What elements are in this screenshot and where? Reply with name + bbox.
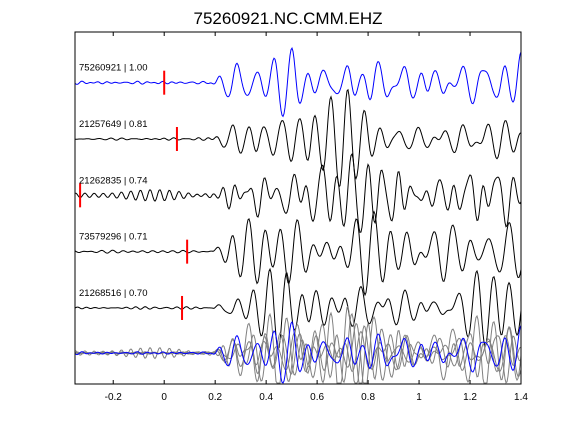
x-tick-label: 1 xyxy=(416,392,422,403)
x-tick-label: 0.2 xyxy=(208,392,222,403)
waveform-trace xyxy=(74,267,522,351)
overlay-trace xyxy=(74,320,522,384)
overlay-trace xyxy=(74,315,522,384)
waveform-trace xyxy=(75,88,522,188)
waveform-trace xyxy=(75,152,522,233)
trace-label: 21262835 | 0.74 xyxy=(79,175,148,186)
trace-label: 21268516 | 0.70 xyxy=(79,288,148,299)
x-tick-label: 1.2 xyxy=(463,392,477,403)
x-tick-label: 0 xyxy=(161,392,167,403)
x-tick-label: -0.2 xyxy=(105,392,123,403)
waveform-trace xyxy=(74,47,522,118)
trace-label: 75260921 | 1.00 xyxy=(79,63,148,74)
x-tick-label: 1.4 xyxy=(514,392,528,403)
x-tick-label: 0.8 xyxy=(361,392,375,403)
trace-label: 73579296 | 0.71 xyxy=(79,232,148,243)
waveform-trace xyxy=(74,210,522,297)
x-tick-label: 0.4 xyxy=(259,392,273,403)
picks-layer xyxy=(79,70,189,320)
trace-label: 21257649 | 0.81 xyxy=(79,119,148,130)
plot-frame xyxy=(74,31,522,385)
chart-title: 75260921.NC.CMM.EHZ xyxy=(194,9,383,28)
traces-layer xyxy=(74,47,522,384)
trace-labels: 75260921 | 1.00 21257649 | 0.81 21262835 |… xyxy=(79,63,148,299)
x-tick-label: 0.6 xyxy=(310,392,324,403)
